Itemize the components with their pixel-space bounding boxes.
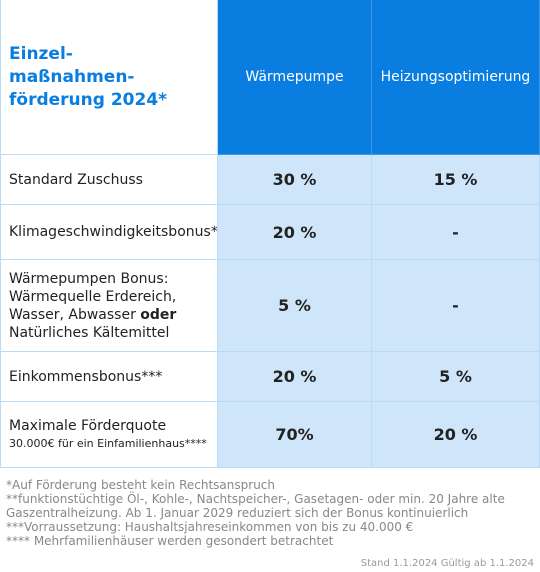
value-cell: 20 % <box>218 352 372 402</box>
value-cell: 5 % <box>372 352 540 402</box>
sublabel: 30.000€ für ein Einfamilienhaus**** <box>9 436 207 450</box>
row-label: Maximale Förderquote 30.000€ für ein Einf… <box>0 402 218 468</box>
column-header: Wärmepumpe <box>218 0 372 155</box>
label-part: Natürliches Kältemittel <box>9 324 170 341</box>
value-cell: - <box>372 260 540 352</box>
row-label: Standard Zuschuss <box>0 155 218 205</box>
title-cell: Einzel-maßnahmen-förderung 2024* <box>0 0 218 155</box>
label-text: Einkommensbonus*** <box>9 368 162 386</box>
value-cell: 30 % <box>218 155 372 205</box>
title-line: maßnahmen- <box>9 66 135 87</box>
label-text: Standard Zuschuss <box>9 171 143 189</box>
label-text: Wärmepumpen Bonus: Wärmequelle Erdereich… <box>9 270 209 342</box>
footnote: **** Mehrfamilienhäuser werden gesondert… <box>6 534 334 548</box>
title-line: förderung 2024* <box>9 89 168 110</box>
value-cell: - <box>372 205 540 260</box>
label-part: Wärmepumpen Bonus: Wärmequelle Erdereich… <box>9 270 177 323</box>
value-cell: 5 % <box>218 260 372 352</box>
column-header: Heizungsoptimierung <box>372 0 540 155</box>
value-cell: 20 % <box>218 205 372 260</box>
row-label: Wärmepumpen Bonus: Wärmequelle Erdereich… <box>0 260 218 352</box>
label-part: Klimageschwindigkeitsbonus** <box>9 224 225 240</box>
row-label: Klimageschwindigkeitsbonus** <box>0 205 225 260</box>
label-part: Einkommensbonus*** <box>9 368 163 385</box>
footnote: **funktionstüchtige Öl-, Kohle-, Nachtsp… <box>6 492 505 520</box>
label-part: oder <box>140 306 177 323</box>
stand: Stand 1.1.2024 Gültig ab 1.1.2024 <box>360 558 534 569</box>
label-text: Maximale Förderquote <box>9 417 166 435</box>
title-line: Einzel- <box>9 43 73 64</box>
value-cell: 20 % <box>372 402 540 468</box>
footnote: *Auf Förderung besteht kein Rechtsanspru… <box>6 478 276 492</box>
value-cell: 70% <box>218 402 372 468</box>
row-label: Einkommensbonus*** <box>0 352 218 402</box>
label-part: Standard Zuschuss <box>9 171 143 188</box>
label-text: Klimageschwindigkeitsbonus** <box>9 223 225 241</box>
footnotes: *Auf Förderung besteht kein Rechtsanspru… <box>6 478 526 548</box>
label-part: Maximale Förderquote <box>9 417 167 434</box>
value-cell: 15 % <box>372 155 540 205</box>
table: Einzel-maßnahmen-förderung 2024* Wärmepum… <box>0 0 540 468</box>
footnote: ***Vorraussetzung: Haushaltsjahreseinkom… <box>6 520 414 534</box>
